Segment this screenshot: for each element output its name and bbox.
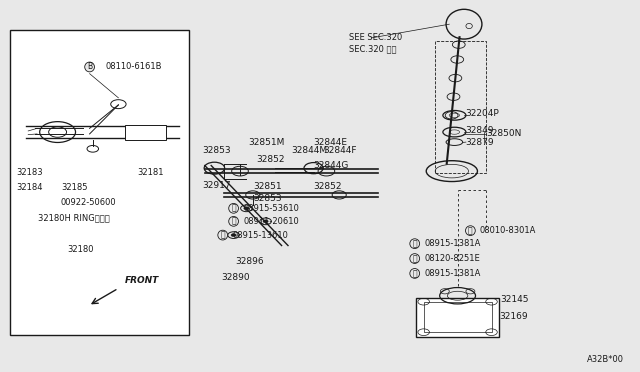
Text: 08110-6161B: 08110-6161B xyxy=(106,62,162,71)
Bar xyxy=(10,30,189,335)
Text: 32184: 32184 xyxy=(16,183,42,192)
Text: 32844G: 32844G xyxy=(314,161,349,170)
Text: 08915-53610: 08915-53610 xyxy=(243,204,299,213)
Text: 32844M: 32844M xyxy=(291,146,327,155)
Text: 32852: 32852 xyxy=(256,155,285,164)
Circle shape xyxy=(263,220,268,223)
Text: 32181: 32181 xyxy=(138,169,164,177)
Text: Ⓑ: Ⓑ xyxy=(231,204,236,213)
Text: 32185: 32185 xyxy=(61,183,87,192)
Text: 32879: 32879 xyxy=(465,138,494,147)
Text: 32852: 32852 xyxy=(314,182,342,191)
Text: 32849: 32849 xyxy=(465,126,494,135)
Bar xyxy=(424,302,492,332)
Text: Ⓑ: Ⓑ xyxy=(412,254,417,263)
Text: 32851M: 32851M xyxy=(248,138,285,147)
Text: 08915-13610: 08915-13610 xyxy=(232,231,288,240)
Text: Ⓟ: Ⓟ xyxy=(412,269,417,278)
Text: 32169: 32169 xyxy=(499,312,528,321)
Text: 08915-1381A: 08915-1381A xyxy=(424,269,481,278)
Text: 32853: 32853 xyxy=(253,194,282,203)
Bar xyxy=(416,298,499,337)
Text: 32890: 32890 xyxy=(221,273,250,282)
Text: 08120-8251E: 08120-8251E xyxy=(424,254,480,263)
Text: SEC.320 参照: SEC.320 参照 xyxy=(349,44,396,53)
Text: 08915-1381A: 08915-1381A xyxy=(424,239,481,248)
Text: 32204P: 32204P xyxy=(465,109,499,118)
Text: 32896: 32896 xyxy=(236,257,264,266)
Text: FRONT: FRONT xyxy=(125,276,159,285)
Bar xyxy=(435,41,486,173)
Circle shape xyxy=(244,207,249,210)
Text: 32183: 32183 xyxy=(16,169,43,177)
Text: 32145: 32145 xyxy=(500,295,529,304)
Text: 32853: 32853 xyxy=(202,146,231,155)
Text: Ⓝ: Ⓝ xyxy=(231,217,236,226)
Text: Ⓑ: Ⓑ xyxy=(220,231,225,240)
Text: A32B*00: A32B*00 xyxy=(587,355,624,364)
Text: SEE SEC.320: SEE SEC.320 xyxy=(349,33,402,42)
Text: 32851: 32851 xyxy=(253,182,282,191)
Text: 32180: 32180 xyxy=(67,245,93,254)
Text: Ⓑ: Ⓑ xyxy=(468,226,473,235)
Text: 08911-20610: 08911-20610 xyxy=(243,217,299,226)
Text: Ⓜ: Ⓜ xyxy=(412,239,417,248)
Bar xyxy=(125,125,166,140)
Text: 32917: 32917 xyxy=(202,182,231,190)
Text: 32844E: 32844E xyxy=(314,138,348,147)
Text: 32850N: 32850N xyxy=(486,129,522,138)
Text: 32180H RINGリング: 32180H RINGリング xyxy=(38,213,110,222)
Text: 32844F: 32844F xyxy=(323,146,356,155)
Text: 00922-50600: 00922-50600 xyxy=(61,198,116,207)
Circle shape xyxy=(231,234,236,237)
Text: B: B xyxy=(87,62,92,71)
Text: 08010-8301A: 08010-8301A xyxy=(480,226,536,235)
